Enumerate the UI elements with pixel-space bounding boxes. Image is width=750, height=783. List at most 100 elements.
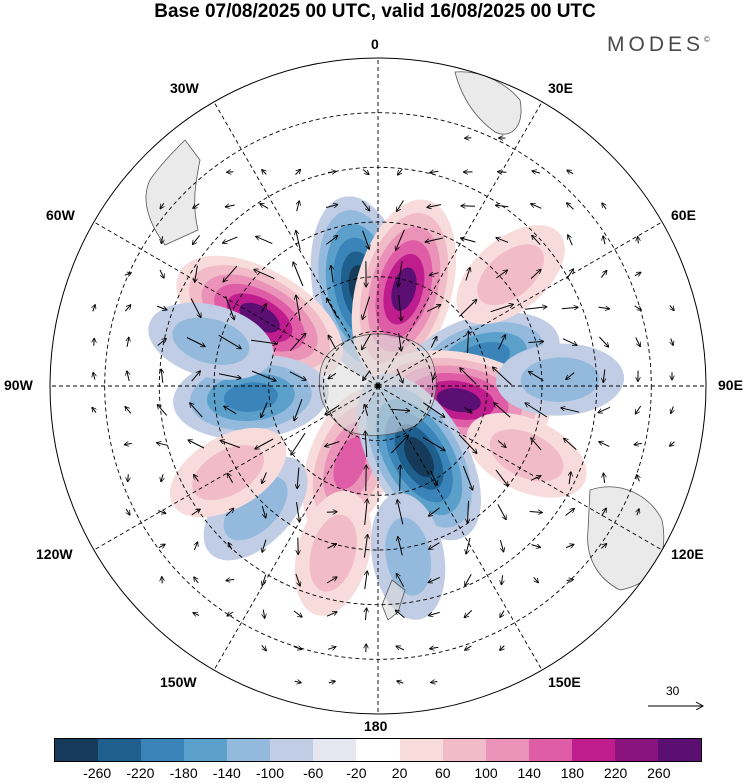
wind-arrow [634, 272, 641, 275]
colorbar-tick-label: 260 [647, 765, 671, 781]
wind-arrow [637, 509, 639, 516]
wind-arrow [326, 612, 337, 617]
wind-arrow [637, 475, 640, 482]
wind-arrow [218, 373, 241, 378]
positive-anomaly-contour [309, 514, 357, 592]
wind-arrow [295, 573, 300, 586]
wind-arrow [427, 205, 442, 208]
wind-arrow [530, 476, 541, 481]
wind-arrow [398, 168, 403, 175]
wind-arrow [497, 440, 506, 448]
wind-arrow [124, 305, 130, 312]
wind-arrow [598, 307, 610, 309]
wind-arrow [225, 296, 235, 320]
wind-arrow [602, 203, 606, 210]
colorbar-bin [614, 739, 658, 761]
latitude-circle [322, 330, 434, 442]
wind-arrow [294, 399, 303, 421]
wind-arrow [396, 646, 405, 651]
wind-arrow [93, 305, 95, 312]
wind-arrow [227, 473, 234, 483]
negative-anomaly-contour [223, 476, 288, 541]
colorbar-tick-label: 60 [435, 765, 451, 781]
wind-arrow [465, 268, 470, 281]
wind-arrow [599, 336, 608, 347]
lon-label-60w: 60W [46, 207, 75, 223]
wind-arrow [498, 335, 506, 350]
wind-arrow [365, 431, 367, 458]
wind-arrow [261, 644, 267, 650]
wind-arrow [194, 577, 199, 584]
colorbar-bin [356, 739, 400, 761]
wind-arrow [362, 230, 370, 250]
positive-anomaly-contour [436, 388, 481, 413]
wind-arrow [262, 170, 267, 175]
wind-arrow [429, 507, 440, 516]
negative-anomaly-contour [520, 357, 600, 402]
reference-vector-arrow [648, 701, 705, 710]
modes-logo: MODES© [607, 33, 710, 57]
wind-arrow [635, 337, 641, 347]
wind-arrow [157, 443, 168, 446]
wind-arrow [262, 539, 267, 553]
wind-arrow [124, 443, 132, 444]
wind-arrow [428, 611, 440, 615]
wind-arrow [156, 305, 167, 310]
colorbar-bin [270, 739, 314, 761]
wind-arrow [391, 435, 409, 454]
wind-arrow [161, 236, 162, 243]
wind-arrow [603, 236, 605, 245]
wind-arrow [468, 500, 469, 523]
wind-arrow [223, 236, 238, 243]
colorbar-bin [485, 739, 529, 761]
graticule [50, 58, 706, 714]
wind-arrow [293, 262, 304, 287]
wind-arrow [601, 508, 607, 517]
wind-arrow [294, 647, 302, 650]
wind-arrow [430, 647, 439, 649]
wind-arrow [531, 438, 542, 451]
new-zealand-landmass [381, 579, 406, 621]
wind-arrow [468, 331, 469, 354]
latitude-circle [268, 276, 488, 496]
wind-arrow [525, 403, 548, 418]
wind-arrow [296, 295, 301, 321]
wind-arrow [218, 334, 241, 348]
wind-arrow [396, 229, 405, 251]
wind-arrow [531, 545, 541, 548]
wind-arrow [325, 441, 340, 447]
wind-arrow [564, 438, 577, 450]
wind-arrow [126, 508, 130, 515]
lon-label-0: 0 [371, 36, 379, 52]
wind-arrow [261, 402, 268, 418]
wind-arrow [561, 307, 578, 308]
wind-arrow [297, 467, 299, 488]
wind-arrow [262, 472, 267, 483]
wind-arrow [430, 470, 438, 485]
wind-arrow [397, 681, 404, 683]
wind-arrow [261, 505, 265, 518]
wind-arrow [190, 298, 201, 318]
wind-arrow [326, 512, 337, 513]
wind-arrow [598, 406, 611, 412]
wind-arrow [157, 339, 167, 346]
colorbar-ticks: -260 -220 -180 -140 -100 -60 -20 20 60 100 140 180 2… [0, 765, 750, 783]
colorbar-bin [227, 739, 271, 761]
lon-label-30w: 30W [170, 80, 199, 96]
wind-arrow [670, 442, 675, 446]
wind-arrow [532, 171, 541, 173]
lon-label-120w: 120W [36, 546, 73, 562]
wind-arrow [326, 298, 339, 319]
wind-arrow [462, 465, 472, 490]
wind-arrow [566, 372, 575, 380]
meridian-line [377, 221, 663, 387]
wind-arrow [395, 610, 405, 619]
wind-arrow [600, 270, 606, 278]
wind-arrow [158, 511, 166, 514]
colorbar-bin [313, 739, 357, 761]
wind-arrow [227, 172, 234, 173]
wind-arrow [296, 231, 301, 250]
wind-arrow [297, 201, 300, 212]
wind-arrow [328, 681, 335, 683]
wind-arrow [635, 405, 642, 414]
